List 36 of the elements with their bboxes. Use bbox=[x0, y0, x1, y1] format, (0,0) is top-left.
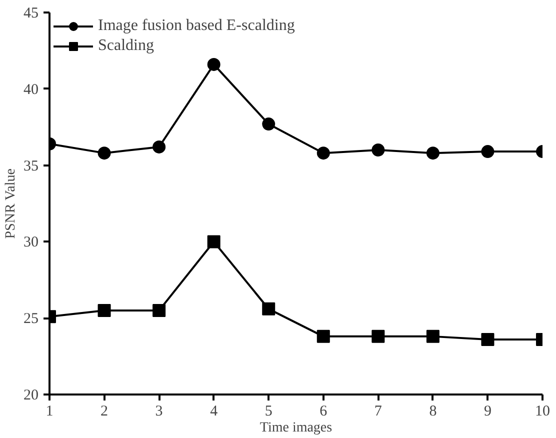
point bbox=[98, 146, 111, 160]
point bbox=[262, 302, 276, 316]
y-tick-label: 25 bbox=[24, 311, 38, 328]
x-axis-title: Time images bbox=[260, 420, 332, 436]
y-tick-label: 45 bbox=[24, 6, 38, 22]
point bbox=[481, 332, 494, 346]
point bbox=[207, 235, 220, 248]
x-tick-label: 1 bbox=[46, 404, 54, 420]
point bbox=[98, 304, 111, 317]
point bbox=[152, 140, 166, 154]
point bbox=[372, 330, 385, 343]
point bbox=[316, 146, 330, 160]
point bbox=[207, 58, 220, 71]
point bbox=[426, 330, 440, 343]
x-tick-label: 6 bbox=[320, 404, 328, 420]
x-tick-label: 7 bbox=[374, 404, 382, 420]
point bbox=[152, 304, 166, 317]
legend-label: Scalding bbox=[98, 37, 154, 55]
x-tick-label: 4 bbox=[210, 404, 218, 420]
point bbox=[426, 146, 440, 160]
x-tick-label: 9 bbox=[484, 404, 492, 420]
y-tick-label: 40 bbox=[24, 82, 38, 98]
y-tick-label: 30 bbox=[24, 234, 38, 251]
y-axis-title: PSNR Value bbox=[4, 168, 18, 239]
x-tick-label: 8 bbox=[429, 404, 437, 420]
point bbox=[262, 118, 276, 131]
x-tick-label: 10 bbox=[535, 404, 550, 420]
point bbox=[481, 145, 494, 158]
y-tick-label: 20 bbox=[24, 388, 38, 404]
legend-label: Image fusion based E-scalding bbox=[98, 17, 295, 35]
point bbox=[372, 144, 385, 157]
x-tick-label: 5 bbox=[264, 404, 272, 420]
x-tick-label: 3 bbox=[155, 404, 163, 420]
point bbox=[316, 330, 330, 343]
y-tick-label: 35 bbox=[24, 158, 38, 174]
x-tick-label: 2 bbox=[100, 404, 108, 420]
